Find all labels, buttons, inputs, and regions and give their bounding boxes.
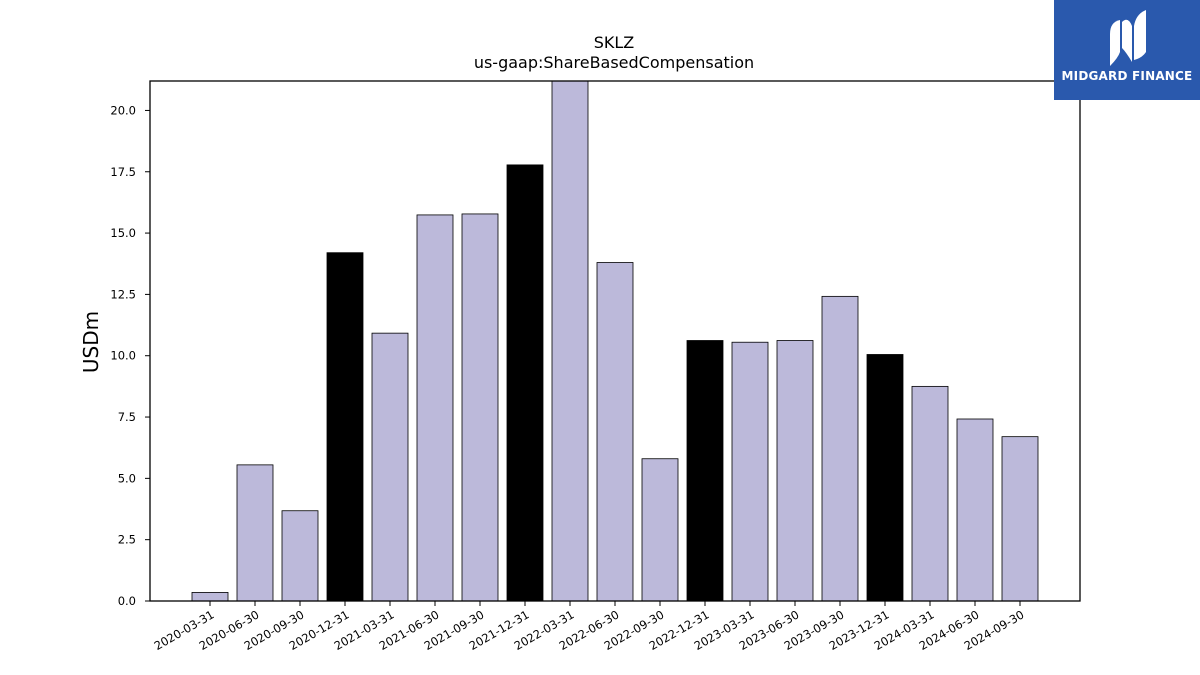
bar-2024-06-30	[956, 418, 994, 601]
bar-2023-09-30	[821, 295, 859, 601]
bar-2021-09-30	[461, 213, 499, 601]
bar-2024-09-30	[1001, 436, 1039, 601]
y-tick-label: 12.5	[110, 287, 136, 301]
x-ticks-layer: 2020-03-312020-06-302020-09-302020-12-31…	[152, 601, 1027, 653]
midgard-logo-icon	[1110, 10, 1146, 66]
bar-2020-09-30	[281, 510, 319, 601]
bar-2023-12-31	[866, 354, 904, 601]
bar-2020-03-31	[191, 592, 229, 601]
bar-2022-09-30	[641, 458, 679, 601]
y-tick-label: 0.0	[118, 594, 136, 608]
y-tick-label: 17.5	[110, 165, 136, 179]
y-tick-label: 5.0	[118, 471, 136, 485]
y-tick-label: 2.5	[118, 533, 136, 547]
bar-2023-03-31	[731, 341, 769, 601]
chart-title: SKLZ	[594, 33, 635, 52]
bar-2024-03-31	[911, 385, 949, 601]
bar-2021-03-31	[371, 332, 409, 601]
y-tick-label: 15.0	[110, 226, 136, 240]
logo-text: MIDGARD FINANCE	[1061, 69, 1193, 83]
bar-2020-12-31	[326, 252, 364, 601]
bar-2023-06-30	[776, 340, 814, 601]
y-tick-label: 10.0	[110, 349, 136, 363]
bar-2020-06-30	[236, 464, 274, 601]
bar-2022-06-30	[596, 262, 634, 601]
bar-2022-12-31	[686, 340, 724, 601]
chart-subtitle: us-gaap:ShareBasedCompensation	[474, 53, 754, 72]
bars-layer	[191, 81, 1039, 601]
y-ticks-layer: 0.0 2.5 5.0 7.5 10.0 12.5 15.0 17.5 20.0	[110, 103, 150, 608]
y-tick-label: 7.5	[118, 410, 136, 424]
bar-2021-12-31	[506, 164, 544, 601]
y-axis-label: USDm	[79, 311, 103, 373]
bar-2021-06-30	[416, 214, 454, 601]
plot-frame	[149, 80, 1081, 602]
midgard-finance-logo: MIDGARD FINANCE	[1054, 0, 1200, 100]
bar-2022-03-31	[551, 81, 589, 601]
y-tick-label: 20.0	[110, 103, 136, 117]
